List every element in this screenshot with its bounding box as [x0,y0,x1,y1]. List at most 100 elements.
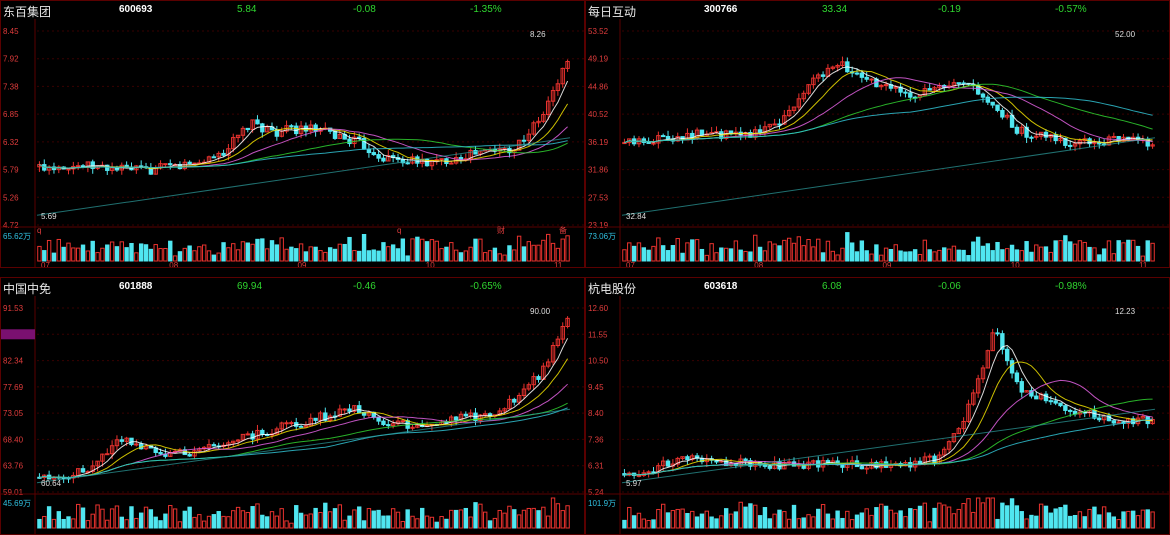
volume-bar [1150,511,1155,529]
volume-bar [854,514,860,529]
volume-bar [381,515,386,529]
x-axis-month-label: 09 [883,261,892,268]
volume-bar [908,251,913,262]
candle-body [1014,126,1020,134]
stock-panel-cdf[interactable]: 中国中免 601888 69.94 -0.46 -0.65% 91.5386.8… [0,277,585,535]
volume-bar [357,506,362,529]
y-axis-tick-label: 91.53 [3,304,24,313]
moving-average-line [624,418,1153,476]
candle-body [840,464,845,468]
volume-bar [1072,243,1078,262]
volume-bar [670,510,676,529]
volume-bar [478,503,483,529]
volume-bar [197,246,202,262]
stock-price: 33.34 [822,4,848,15]
volume-bar [1116,519,1121,529]
volume-bar [264,516,270,529]
candle-body [1000,333,1005,350]
volume-bar [1121,242,1126,262]
volume-bar [434,240,439,262]
candle-body [985,350,991,369]
candle-body [772,123,777,126]
volume-bar [342,243,347,262]
candle-body [100,453,105,462]
stock-panel-meiri[interactable]: 每日互动 300766 33.34 -0.19 -0.57% 53.52 49.1… [585,0,1170,268]
volume-bar [888,509,894,529]
volume-bar [439,516,444,529]
stock-header: 东百集团 600693 5.84 -0.08 -1.35% [1,1,584,19]
candle-body [811,77,816,86]
stock-change: -0.46 [353,281,376,292]
volume-bar [235,249,241,262]
volume-bar [424,515,430,529]
volume-bar [777,509,782,529]
candlestick-chart[interactable]: 8.45 7.92 7.38 6.85 6.32 5.79 5.26 4.72 8.26 5.69… [1,1,585,268]
volume-bar [473,502,478,529]
candle-body [723,460,729,467]
candlestick-chart[interactable]: 53.52 49.19 44.86 40.52 36.19 31.86 27.53 23.19… [586,1,1170,268]
volume-bar [1077,240,1083,262]
y-axis-tick-label: 40.52 [588,110,609,119]
volume-bar [521,246,527,262]
candle-body [545,361,551,367]
volume-bar [1029,251,1034,262]
candle-body [859,466,865,470]
volume-bar [323,251,328,262]
candle-body [1063,405,1068,411]
volume-bar [187,506,192,529]
volume-bar [231,510,236,529]
candlestick-chart[interactable]: 91.5386.8882.3477.6973.0568.4063.7659.01… [1,278,585,535]
volume-bar [420,238,425,262]
volume-bar [961,249,966,262]
volume-bar [723,508,729,529]
candle-body [1111,420,1117,424]
volume-bar [192,516,197,529]
volume-bar [449,242,454,262]
candle-body [260,429,265,436]
candle-body [105,453,110,456]
volume-bar [294,248,299,262]
candle-body [675,457,680,465]
volume-bar [168,240,173,262]
volume-bar [719,515,724,529]
volume-bar [714,518,719,529]
candle-body [182,161,187,170]
stock-change-pct: -1.35% [470,4,502,15]
volume-bar [507,505,512,529]
candle-body [206,444,212,448]
candle-body [550,90,556,102]
candle-body [942,448,947,456]
volume-bar [1140,509,1146,529]
candle-body [690,455,695,461]
stock-panel-hangdian[interactable]: 杭电股份 603618 6.08 -0.06 -0.98% 12.60 11.55… [585,277,1170,535]
volume-bar [908,508,913,529]
volume-bar [395,511,401,529]
candlestick-chart[interactable]: 12.60 11.55 10.50 9.45 8.40 7.36 6.31 5.24 12.23… [586,278,1170,535]
volume-bar [415,236,420,262]
volume-bar [366,250,372,262]
volume-bar [1087,246,1092,262]
volume-bar [429,239,435,262]
volume-bar [342,519,347,529]
volume-bar [71,518,76,529]
volume-bar [995,518,1000,529]
candle-body [449,162,454,165]
volume-bar [980,502,986,529]
stock-panel-dongbai[interactable]: 东百集团 600693 5.84 -0.08 -1.35% 8.45 7.92 7.… [0,0,585,268]
volume-bar [250,506,255,529]
long-trend-line [36,137,571,216]
volume-bar [240,241,246,262]
volume-bar [714,252,719,262]
volume-bar [1034,244,1039,262]
volume-bar [216,511,221,529]
candle-body [811,460,816,463]
candle-body [216,152,221,158]
stock-change: -0.06 [938,281,961,292]
volume-bar [294,505,299,529]
candle-body [1097,417,1102,421]
event-marker: 财 [497,225,505,235]
volume-bar [400,238,406,262]
volume-bar [119,241,124,262]
long-trend-line [36,408,571,484]
candle-body [521,388,527,396]
